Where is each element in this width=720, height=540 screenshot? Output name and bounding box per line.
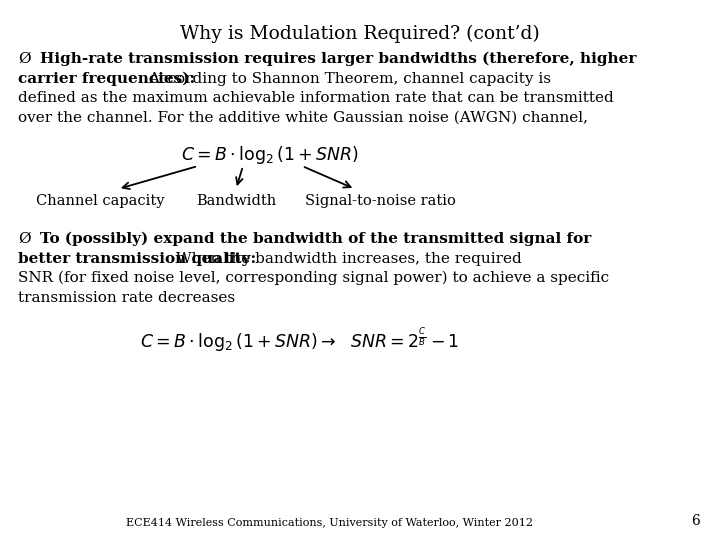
Text: Ø: Ø [18,232,31,246]
Text: Why is Modulation Required? (cont’d): Why is Modulation Required? (cont’d) [180,25,540,43]
Text: Ø: Ø [18,52,31,66]
Text: defined as the maximum achievable information rate that can be transmitted: defined as the maximum achievable inform… [18,91,613,105]
Text: better transmission quality:: better transmission quality: [18,252,256,266]
Text: ECE414 Wireless Communications, University of Waterloo, Winter 2012: ECE414 Wireless Communications, Universi… [127,518,534,528]
Text: $C = B \cdot \log_2(1 + SNR) \rightarrow \ \ SNR = 2^{\frac{C}{B}} - 1$: $C = B \cdot \log_2(1 + SNR) \rightarrow… [140,326,459,354]
Text: $C = B \cdot \log_2(1 + SNR)$: $C = B \cdot \log_2(1 + SNR)$ [181,144,359,166]
Text: According to Shannon Theorem, channel capacity is: According to Shannon Theorem, channel ca… [148,71,551,85]
Text: Bandwidth: Bandwidth [196,194,276,208]
Text: transmission rate decreases: transmission rate decreases [18,291,235,305]
Text: Channel capacity: Channel capacity [36,194,164,208]
Text: 6: 6 [691,514,700,528]
Text: To (possibly) expand the bandwidth of the transmitted signal for: To (possibly) expand the bandwidth of th… [40,232,591,246]
Text: Signal-to-noise ratio: Signal-to-noise ratio [305,194,456,208]
Text: SNR (for fixed noise level, corresponding signal power) to achieve a specific: SNR (for fixed noise level, correspondin… [18,271,609,286]
Text: High-rate transmission requires larger bandwidths (therefore, higher: High-rate transmission requires larger b… [40,52,636,66]
Text: When the bandwidth increases, the required: When the bandwidth increases, the requir… [176,252,522,266]
Text: over the channel. For the additive white Gaussian noise (AWGN) channel,: over the channel. For the additive white… [18,111,588,125]
Text: carrier frequencies):: carrier frequencies): [18,71,195,86]
